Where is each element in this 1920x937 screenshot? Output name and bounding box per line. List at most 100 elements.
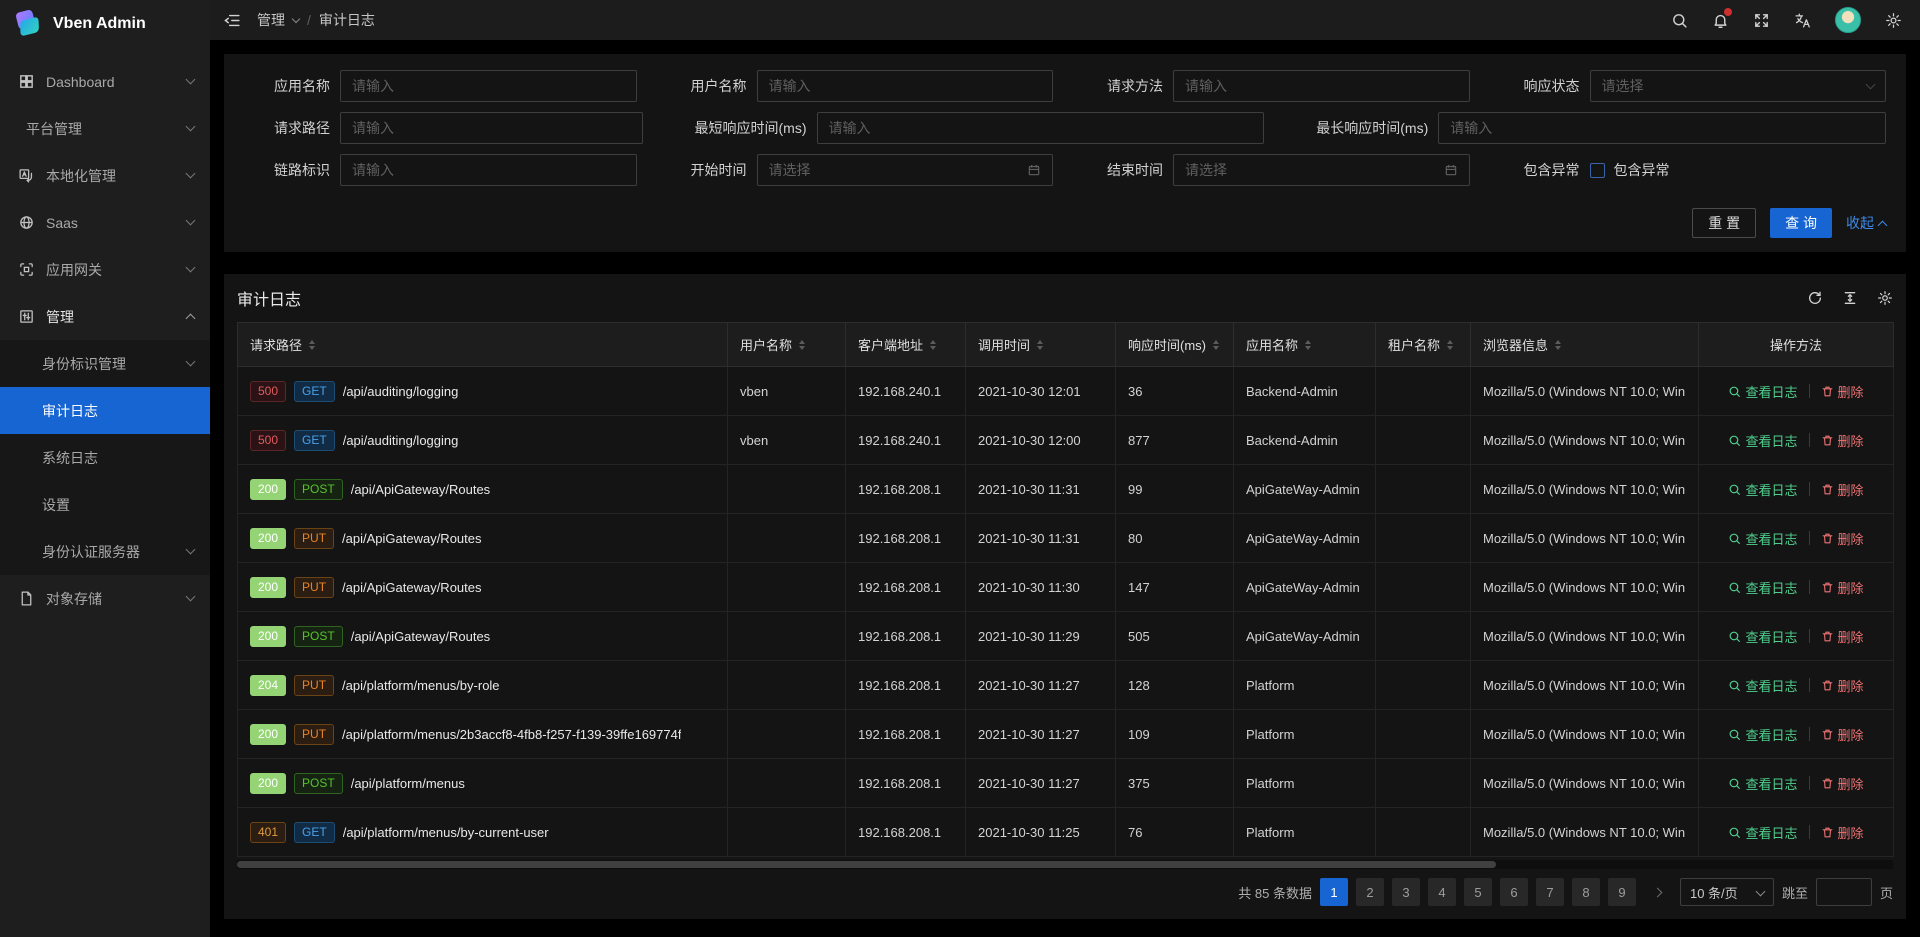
page-button-5[interactable]: 5 bbox=[1463, 878, 1492, 906]
sort-icon[interactable] bbox=[1213, 339, 1219, 350]
app-name-input[interactable]: 请输入 bbox=[340, 70, 637, 102]
sidebar-item-auth-server[interactable]: 身份认证服务器 bbox=[0, 528, 210, 575]
sidebar-item-object-storage[interactable]: 对象存储 bbox=[0, 575, 210, 622]
page-button-1[interactable]: 1 bbox=[1319, 878, 1348, 906]
sort-icon[interactable] bbox=[1037, 339, 1044, 350]
next-page-button[interactable] bbox=[1644, 878, 1672, 906]
delete-link[interactable]: 删除 bbox=[1821, 529, 1864, 548]
page-button-9[interactable]: 9 bbox=[1607, 878, 1636, 906]
page-button-2[interactable]: 2 bbox=[1355, 878, 1384, 906]
user-name-input[interactable]: 请输入 bbox=[756, 70, 1053, 102]
sidebar-item-gateway[interactable]: 应用网关 bbox=[0, 246, 210, 293]
delete-link[interactable]: 删除 bbox=[1821, 431, 1864, 450]
search-icon[interactable] bbox=[1671, 12, 1688, 29]
cell-user bbox=[727, 611, 846, 661]
field-max-ms: 最长响应时间(ms) 请输入 bbox=[1288, 112, 1886, 144]
exception-checkbox[interactable] bbox=[1589, 162, 1605, 178]
fullscreen-icon[interactable] bbox=[1753, 12, 1770, 29]
menu-fold-icon[interactable] bbox=[224, 12, 241, 29]
sidebar-item-label: 平台管理 bbox=[26, 120, 82, 137]
delete-link[interactable]: 删除 bbox=[1821, 774, 1864, 793]
sidebar-item-platform[interactable]: 平台管理 bbox=[0, 105, 210, 152]
column-header-path[interactable]: 请求路径 bbox=[237, 322, 728, 367]
column-header-client[interactable]: 客户端地址 bbox=[845, 322, 966, 367]
sidebar-item-system-log[interactable]: 系统日志 bbox=[0, 434, 210, 481]
reset-button[interactable]: 重 置 bbox=[1692, 208, 1757, 238]
view-log-link[interactable]: 查看日志 bbox=[1728, 725, 1798, 744]
sidebar-item-audit-log[interactable]: 审计日志 bbox=[0, 387, 210, 434]
sidebar-item-saas[interactable]: Saas bbox=[0, 199, 210, 246]
collapse-link[interactable]: 收起 bbox=[1846, 213, 1888, 233]
sort-icon[interactable] bbox=[930, 339, 937, 350]
column-header-user[interactable]: 用户名称 bbox=[727, 322, 846, 367]
page-size-select[interactable]: 10 条/页 bbox=[1679, 878, 1774, 906]
column-header-app[interactable]: 应用名称 bbox=[1233, 322, 1376, 367]
start-time-picker[interactable]: 请选择 bbox=[756, 154, 1053, 186]
view-log-link[interactable]: 查看日志 bbox=[1728, 774, 1798, 793]
page-button-8[interactable]: 8 bbox=[1571, 878, 1600, 906]
view-log-link[interactable]: 查看日志 bbox=[1728, 431, 1798, 450]
refresh-icon[interactable] bbox=[1807, 290, 1823, 306]
table-settings-icon[interactable] bbox=[1877, 290, 1893, 306]
file-icon bbox=[18, 590, 35, 607]
column-header-browser[interactable]: 浏览器信息 bbox=[1470, 322, 1699, 367]
notification-icon[interactable] bbox=[1712, 7, 1732, 29]
column-label: 请求路径 bbox=[250, 338, 303, 353]
search-button[interactable]: 查 询 bbox=[1770, 208, 1832, 238]
page-button-3[interactable]: 3 bbox=[1391, 878, 1420, 906]
view-log-link[interactable]: 查看日志 bbox=[1728, 676, 1798, 695]
view-log-link[interactable]: 查看日志 bbox=[1728, 578, 1798, 597]
cell-duration: 80 bbox=[1115, 513, 1234, 563]
logo[interactable]: Vben Admin bbox=[0, 0, 210, 48]
view-log-link[interactable]: 查看日志 bbox=[1728, 529, 1798, 548]
page-button-4[interactable]: 4 bbox=[1427, 878, 1456, 906]
cell-tenant bbox=[1375, 611, 1471, 661]
sidebar-item-manage[interactable]: 管理 bbox=[0, 293, 210, 340]
cell-browser: Mozilla/5.0 (Windows NT 10.0; Win bbox=[1470, 758, 1699, 808]
min-ms-input[interactable]: 请输入 bbox=[816, 112, 1265, 144]
trace-id-input[interactable]: 请输入 bbox=[340, 154, 637, 186]
sort-icon[interactable] bbox=[1447, 339, 1454, 350]
column-height-icon[interactable] bbox=[1842, 290, 1858, 306]
sort-icon[interactable] bbox=[1555, 339, 1562, 350]
sidebar-item-identity[interactable]: 身份标识管理 bbox=[0, 340, 210, 387]
delete-link[interactable]: 删除 bbox=[1821, 823, 1864, 842]
delete-link[interactable]: 删除 bbox=[1821, 480, 1864, 499]
translate-icon[interactable] bbox=[1794, 12, 1811, 29]
audit-log-table: 请求路径 用户名称 客户端地址 调用时间 响应时间(ms) 应用名称 租户名称 浏览器信息 操作… bbox=[237, 322, 1894, 857]
avatar[interactable] bbox=[1835, 7, 1861, 33]
sort-icon[interactable] bbox=[1305, 339, 1312, 350]
column-header-tenant[interactable]: 租户名称 bbox=[1375, 322, 1471, 367]
scrollbar-thumb[interactable] bbox=[237, 861, 1496, 868]
view-log-link[interactable]: 查看日志 bbox=[1728, 627, 1798, 646]
delete-link[interactable]: 删除 bbox=[1821, 382, 1864, 401]
sidebar-item-settings[interactable]: 设置 bbox=[0, 481, 210, 528]
sort-icon[interactable] bbox=[799, 339, 806, 350]
sort-icon[interactable] bbox=[309, 339, 316, 350]
cell-tenant bbox=[1375, 660, 1471, 710]
view-log-link[interactable]: 查看日志 bbox=[1728, 480, 1798, 499]
cell-path: 200 POST/api/platform/menus bbox=[237, 758, 728, 808]
sidebar-item-localization[interactable]: 本地化管理 bbox=[0, 152, 210, 199]
column-header-time[interactable]: 调用时间 bbox=[965, 322, 1116, 367]
jump-page-input[interactable] bbox=[1815, 878, 1872, 906]
delete-link[interactable]: 删除 bbox=[1821, 725, 1864, 744]
delete-link[interactable]: 删除 bbox=[1821, 578, 1864, 597]
page-button-6[interactable]: 6 bbox=[1499, 878, 1528, 906]
view-log-link[interactable]: 查看日志 bbox=[1728, 382, 1798, 401]
breadcrumb-root[interactable]: 管理 bbox=[257, 12, 285, 28]
sidebar-item-dashboard[interactable]: Dashboard bbox=[0, 58, 210, 105]
field-request-path: 请求路径 请输入 bbox=[244, 112, 643, 144]
delete-link[interactable]: 删除 bbox=[1821, 676, 1864, 695]
request-path-input[interactable]: 请输入 bbox=[340, 112, 643, 144]
max-ms-input[interactable]: 请输入 bbox=[1438, 112, 1886, 144]
settings-icon[interactable] bbox=[1885, 12, 1902, 29]
page-button-7[interactable]: 7 bbox=[1535, 878, 1564, 906]
end-time-picker[interactable]: 请选择 bbox=[1173, 154, 1470, 186]
view-log-link[interactable]: 查看日志 bbox=[1728, 823, 1798, 842]
user-name-label: 用户名称 bbox=[690, 78, 747, 94]
column-header-duration[interactable]: 响应时间(ms) bbox=[1115, 322, 1234, 367]
http-method-input[interactable]: 请输入 bbox=[1173, 70, 1470, 102]
http-status-select[interactable]: 请选择 bbox=[1589, 70, 1886, 102]
delete-link[interactable]: 删除 bbox=[1821, 627, 1864, 646]
